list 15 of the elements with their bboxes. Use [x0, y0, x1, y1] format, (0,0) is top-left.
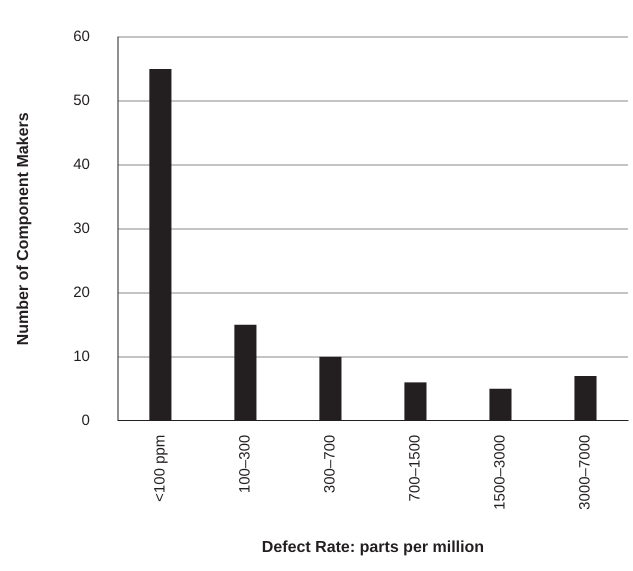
x-tick-label: 1500–3000	[492, 434, 509, 510]
x-axis-title: Defect Rate: parts per million	[262, 538, 484, 556]
y-tick-label: 30	[73, 220, 90, 237]
y-tick-label: 0	[82, 412, 90, 429]
x-tick-label: 100–300	[236, 434, 254, 494]
x-tick-label: <100 ppm	[152, 434, 169, 502]
y-tick-label: 10	[73, 348, 90, 365]
y-tick-label: 60	[73, 28, 90, 46]
x-tick-label: 3000–7000	[576, 434, 594, 510]
x-tick-label: 700–1500	[406, 434, 424, 502]
y-tick-label: 40	[73, 156, 90, 174]
x-tick-label: 300–700	[322, 434, 339, 494]
y-tick-label: 50	[73, 92, 90, 110]
y-tick-label: 20	[73, 284, 90, 301]
y-axis-title: Number of Component Makers	[15, 112, 32, 346]
